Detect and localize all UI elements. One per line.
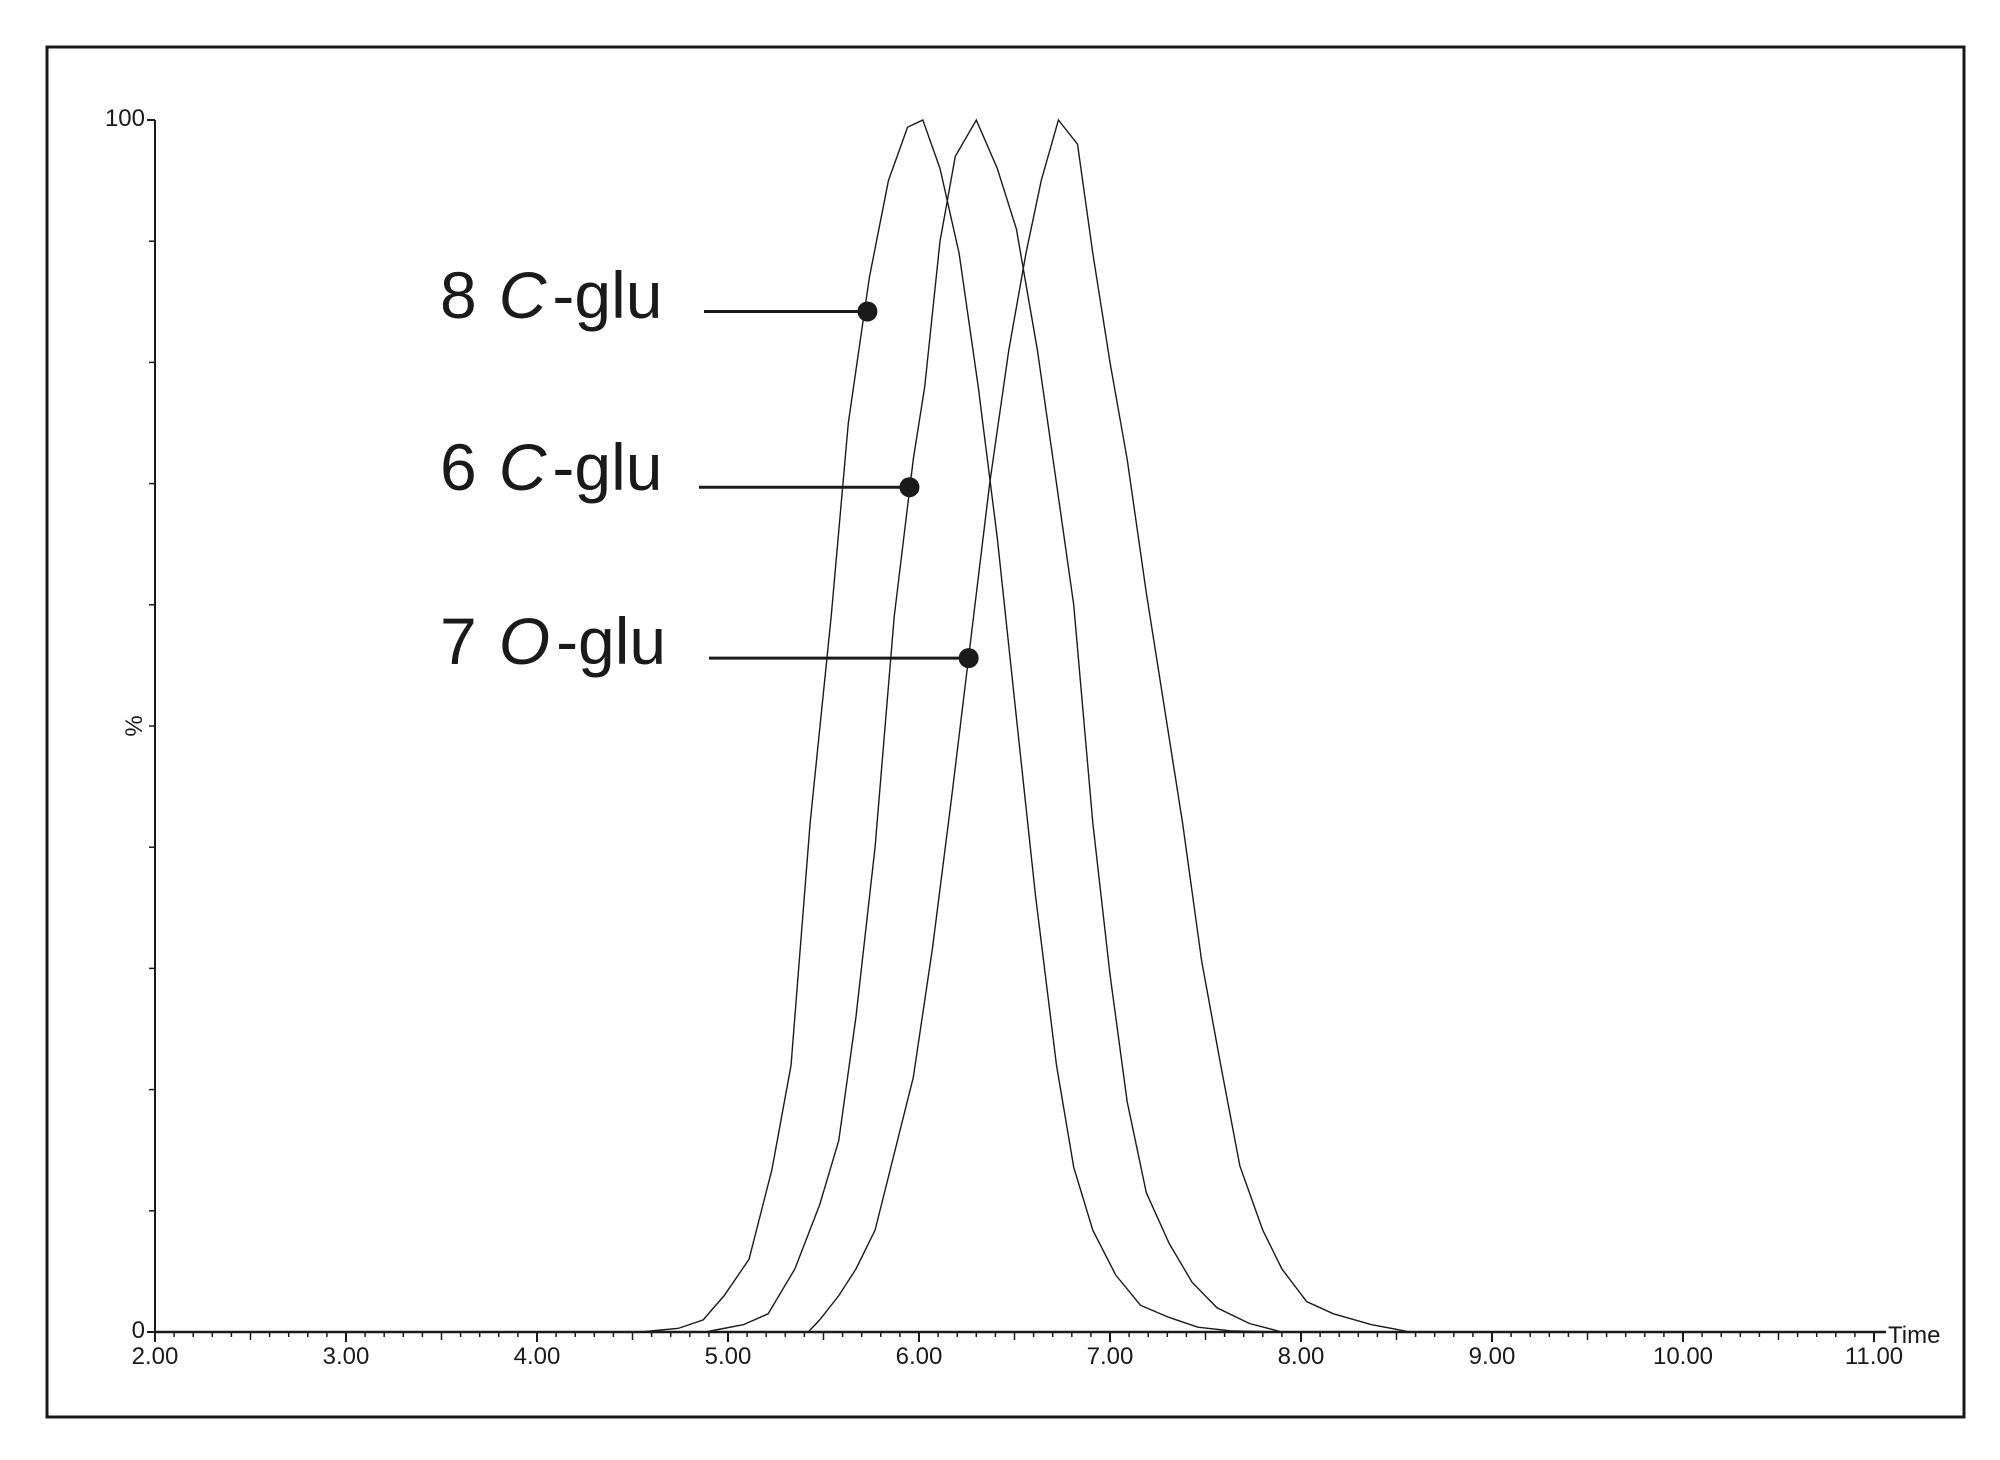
annotation-label: 8 C-glu: [440, 258, 662, 332]
x-tick-label: 9.00: [1469, 1343, 1516, 1370]
annotation-point: [958, 648, 979, 669]
frame: [45, 45, 1966, 1419]
chromatogram-trace: [155, 119, 1874, 1333]
x-tick-label: 8.00: [1278, 1343, 1325, 1370]
x-tick-label: 11.00: [1845, 1343, 1903, 1370]
annotation-label: 7 O-glu: [440, 604, 666, 678]
x-axis-label: Time: [1888, 1322, 1940, 1349]
x-tick-label: 5.00: [705, 1343, 752, 1370]
x-tick-label: 6.00: [896, 1343, 943, 1370]
x-tick-label: 7.00: [1087, 1343, 1134, 1370]
chromatogram-trace: [155, 118, 1874, 1333]
x-tick-label: 3.00: [323, 1343, 370, 1370]
y-axis-label: %: [121, 715, 148, 736]
annotation-suffix: -glu: [556, 604, 666, 678]
annotation-letter: C: [499, 430, 548, 504]
annotation-letter: C: [499, 258, 548, 332]
annotation-number: 8: [440, 258, 477, 332]
annotation-suffix: -glu: [552, 430, 662, 504]
annotation-point: [857, 301, 878, 322]
chromatogram-trace: [155, 118, 1874, 1333]
x-tick-label: 10.00: [1653, 1343, 1713, 1370]
annotation-number: 6: [440, 430, 477, 504]
x-tick-label: 4.00: [514, 1343, 561, 1370]
x-tick-label: 2.00: [132, 1343, 179, 1370]
annotation-number: 7: [440, 604, 477, 678]
y-tick-label: 0: [132, 1317, 145, 1344]
y-tick-label: 100: [105, 105, 145, 132]
annotation-suffix: -glu: [552, 258, 662, 332]
annotation-letter: O: [499, 604, 550, 678]
annotation-point: [899, 477, 920, 498]
annotation-label: 6 C-glu: [440, 430, 662, 504]
